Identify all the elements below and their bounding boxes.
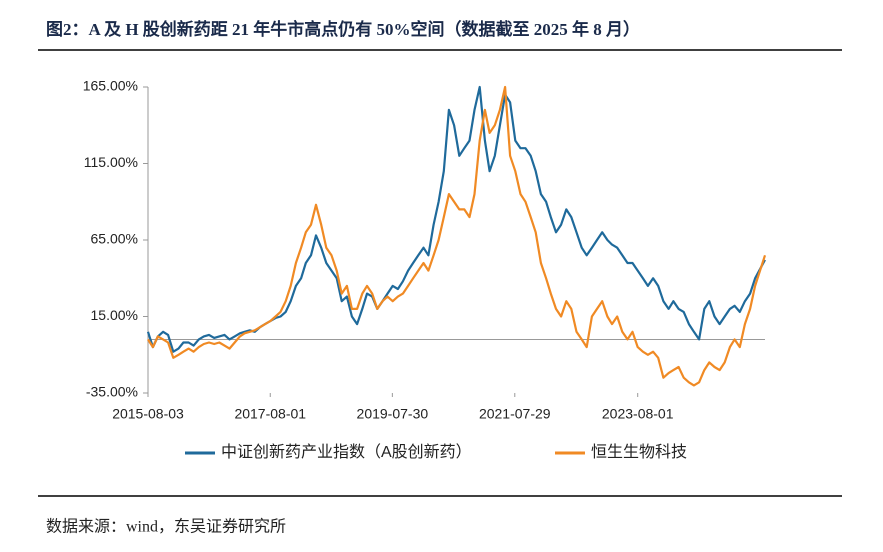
- source-note: 数据来源：wind，东吴证券研究所: [46, 518, 286, 536]
- x-tick-label: 2017-08-01: [234, 406, 306, 422]
- legend-label: 恒生生物科技: [591, 443, 687, 461]
- x-tick-label: 2015-08-03: [112, 406, 184, 422]
- y-tick-label: -35.00%: [86, 384, 138, 400]
- plot-area: -35.00% 15.00% 65.00% 115.00% 165.00% 2015-08…: [83, 78, 767, 461]
- x-tick-label: 2021-07-29: [479, 406, 551, 422]
- chart-title: 图2：A 及 H 股创新药距 21 年牛市高点仍有 50%空间（数据截至 202…: [46, 19, 640, 39]
- x-tick-label: 2023-08-01: [602, 406, 674, 422]
- y-tick-label: 115.00%: [84, 154, 138, 170]
- series-line: [147, 85, 767, 387]
- y-tick-label: 15.00%: [91, 307, 138, 323]
- y-tick-label: 165.00%: [83, 78, 138, 94]
- y-tick-label: 65.00%: [91, 231, 138, 247]
- legend-label: 中证创新药产业指数（A股创新药）: [221, 443, 472, 461]
- x-tick-label: 2019-07-30: [357, 406, 429, 422]
- series-line: [146, 85, 766, 353]
